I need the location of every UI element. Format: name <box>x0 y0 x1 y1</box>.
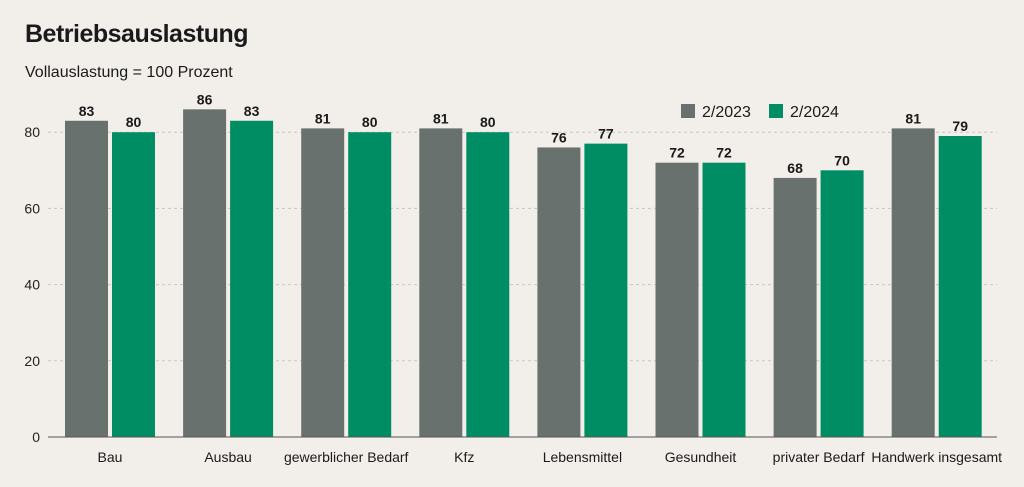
bar <box>702 162 746 437</box>
data-label: 68 <box>787 160 803 176</box>
chart-title: Betriebsauslastung <box>25 20 249 48</box>
legend-label: 2/2023 <box>702 104 751 121</box>
bar <box>230 120 274 438</box>
x-tick-label: Kfz <box>454 449 474 465</box>
chart-subtitle: Vollauslastung = 100 Prozent <box>25 64 233 81</box>
bar <box>820 170 864 438</box>
data-label: 76 <box>551 129 567 145</box>
bar <box>466 132 510 437</box>
data-label: 70 <box>834 152 850 168</box>
data-label: 72 <box>669 145 685 161</box>
x-tick-label: Handwerk insgesamt <box>871 449 1002 465</box>
legend-swatch <box>769 104 783 118</box>
data-label: 79 <box>952 118 968 134</box>
bar <box>773 177 817 438</box>
data-label: 86 <box>197 91 213 107</box>
y-tick-label: 0 <box>32 429 40 445</box>
data-label: 83 <box>244 103 260 119</box>
bar <box>584 143 628 437</box>
bar <box>938 136 982 437</box>
x-tick-label: privater Bedarf <box>773 449 865 465</box>
data-label: 83 <box>79 103 95 119</box>
bar <box>537 147 581 437</box>
legend-swatch <box>681 104 695 118</box>
bar <box>112 132 155 437</box>
data-label: 81 <box>315 110 331 126</box>
y-tick-label: 40 <box>24 277 40 293</box>
data-label: 80 <box>362 114 378 130</box>
y-tick-label: 80 <box>24 124 40 140</box>
legend-label: 2/2024 <box>790 104 839 121</box>
y-tick-label: 20 <box>24 353 40 369</box>
data-label: 72 <box>716 145 732 161</box>
bar <box>183 109 227 437</box>
x-tick-label: Ausbau <box>204 449 251 465</box>
bar <box>301 128 345 437</box>
bar <box>65 120 108 438</box>
x-tick-label: Bau <box>98 449 123 465</box>
bar <box>348 132 392 437</box>
data-label: 80 <box>126 114 142 130</box>
bar <box>419 128 463 437</box>
data-label: 81 <box>433 110 449 126</box>
x-tick-label: gewerblicher Bedarf <box>284 449 409 465</box>
x-tick-label: Gesundheit <box>665 449 737 465</box>
bar <box>891 128 935 437</box>
data-label: 77 <box>598 126 614 142</box>
x-tick-label: Lebensmittel <box>543 449 622 465</box>
data-label: 80 <box>480 114 496 130</box>
data-label: 81 <box>905 110 921 126</box>
y-tick-label: 60 <box>24 200 40 216</box>
bar <box>655 162 699 437</box>
